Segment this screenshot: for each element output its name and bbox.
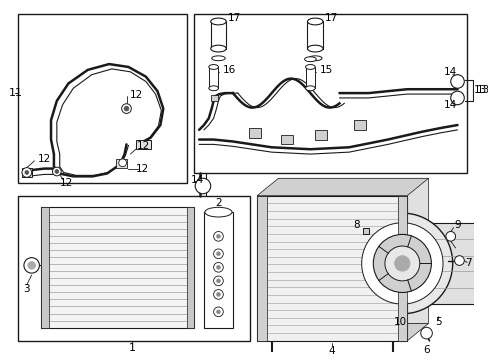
- Circle shape: [55, 170, 59, 174]
- Bar: [362, 228, 369, 234]
- Text: 14: 14: [443, 100, 456, 110]
- Circle shape: [344, 220, 430, 307]
- Circle shape: [351, 213, 452, 314]
- Ellipse shape: [211, 56, 225, 61]
- Text: 14: 14: [190, 175, 203, 185]
- Bar: [307, 22, 323, 49]
- Circle shape: [372, 234, 430, 292]
- Text: 13: 13: [473, 85, 486, 95]
- Ellipse shape: [208, 64, 218, 69]
- Circle shape: [213, 289, 223, 299]
- Circle shape: [24, 258, 40, 273]
- Text: 12: 12: [135, 163, 148, 174]
- Bar: [194, 14, 466, 174]
- Ellipse shape: [307, 18, 323, 25]
- Circle shape: [384, 246, 419, 281]
- Circle shape: [122, 104, 131, 113]
- Text: 8: 8: [353, 220, 360, 230]
- Text: 9: 9: [453, 220, 460, 230]
- Text: 7: 7: [464, 258, 471, 269]
- Circle shape: [25, 171, 29, 174]
- Polygon shape: [278, 178, 427, 323]
- Circle shape: [216, 252, 220, 256]
- Bar: [203, 212, 232, 328]
- Circle shape: [454, 256, 463, 265]
- Polygon shape: [257, 323, 427, 341]
- Circle shape: [216, 292, 220, 296]
- Circle shape: [324, 358, 338, 360]
- Text: 16: 16: [223, 65, 236, 75]
- Circle shape: [216, 265, 220, 269]
- Bar: [41, 207, 194, 328]
- Ellipse shape: [304, 57, 316, 62]
- Circle shape: [361, 223, 442, 304]
- Bar: [22, 168, 32, 177]
- Bar: [18, 14, 187, 183]
- Text: 11: 11: [8, 88, 22, 98]
- Bar: [210, 95, 218, 101]
- Circle shape: [450, 75, 463, 88]
- Bar: [18, 196, 250, 341]
- Text: 3: 3: [23, 284, 30, 294]
- Text: 1: 1: [128, 343, 136, 353]
- Text: 6: 6: [423, 345, 429, 355]
- Ellipse shape: [307, 45, 323, 52]
- Ellipse shape: [204, 207, 231, 217]
- Bar: [257, 196, 266, 341]
- Circle shape: [216, 279, 220, 283]
- Text: 12: 12: [129, 90, 142, 100]
- Bar: [210, 22, 226, 49]
- Ellipse shape: [308, 56, 322, 61]
- Bar: [315, 130, 326, 140]
- Circle shape: [119, 159, 126, 167]
- Bar: [116, 159, 127, 168]
- Text: 13: 13: [476, 85, 488, 95]
- Text: 15: 15: [320, 65, 333, 75]
- Circle shape: [213, 231, 223, 241]
- Ellipse shape: [208, 86, 218, 91]
- Ellipse shape: [305, 64, 315, 69]
- Bar: [305, 67, 315, 88]
- Bar: [281, 135, 292, 144]
- Circle shape: [195, 178, 210, 194]
- Bar: [397, 196, 407, 341]
- Circle shape: [216, 234, 220, 238]
- Circle shape: [213, 262, 223, 272]
- Bar: [41, 207, 49, 328]
- Text: 12: 12: [60, 178, 73, 188]
- Text: 4: 4: [328, 346, 334, 356]
- Circle shape: [124, 106, 129, 111]
- Circle shape: [213, 276, 223, 286]
- Ellipse shape: [305, 86, 315, 91]
- Ellipse shape: [210, 18, 226, 25]
- Circle shape: [52, 167, 61, 176]
- Circle shape: [420, 327, 431, 339]
- Text: 14: 14: [443, 67, 456, 77]
- Circle shape: [450, 91, 463, 105]
- Text: 2: 2: [215, 198, 222, 208]
- Text: 12: 12: [136, 141, 149, 151]
- Bar: [428, 223, 488, 304]
- Bar: [136, 140, 150, 149]
- Circle shape: [353, 230, 421, 297]
- Text: 10: 10: [393, 316, 406, 327]
- Text: 12: 12: [38, 154, 51, 164]
- Bar: [257, 196, 407, 341]
- Circle shape: [213, 307, 223, 317]
- Bar: [249, 128, 261, 138]
- Text: 17: 17: [228, 13, 241, 23]
- Text: 5: 5: [434, 316, 441, 327]
- Circle shape: [394, 256, 409, 271]
- Bar: [208, 67, 218, 88]
- Text: 17: 17: [324, 13, 338, 23]
- Ellipse shape: [210, 45, 226, 52]
- Circle shape: [22, 168, 32, 177]
- Polygon shape: [257, 178, 427, 196]
- Circle shape: [213, 249, 223, 258]
- Circle shape: [445, 231, 455, 241]
- Circle shape: [28, 261, 36, 269]
- Circle shape: [216, 310, 220, 314]
- Bar: [186, 207, 194, 328]
- Bar: [353, 120, 365, 130]
